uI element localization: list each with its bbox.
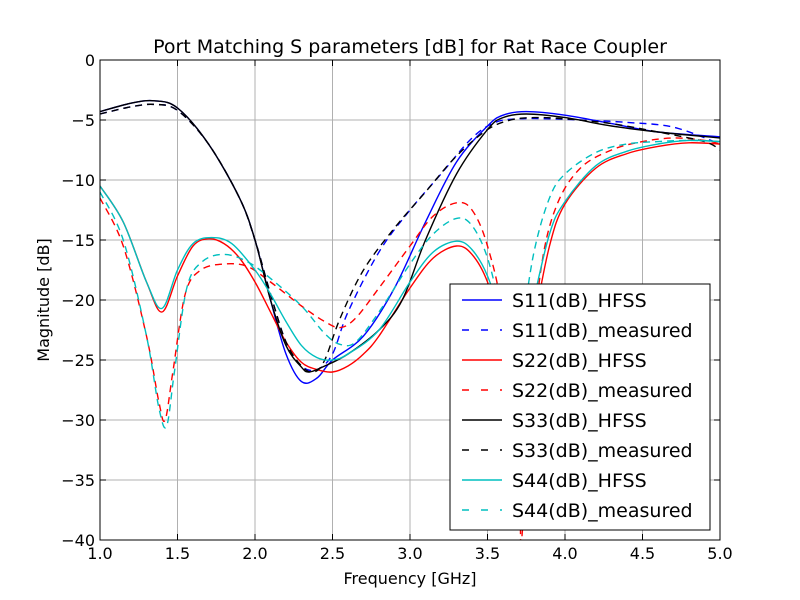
legend: S11(dB)_HFSS S11(dB)_measured S22(dB)_HFSS… bbox=[449, 283, 711, 531]
x-tick-label: 3.0 bbox=[397, 544, 422, 563]
y-axis-title: Magnitude [dB] bbox=[34, 238, 53, 361]
y-tick-label: −35 bbox=[61, 471, 95, 490]
chart-title: Port Matching S parameters [dB] for Rat … bbox=[153, 36, 667, 58]
legend-label: S11(dB)_HFSS bbox=[512, 290, 647, 312]
y-tick-label: −15 bbox=[61, 231, 95, 250]
x-tick-label: 2.5 bbox=[320, 544, 345, 563]
legend-label: S44(dB)_HFSS bbox=[512, 470, 647, 492]
series-line-s33-db-measured bbox=[100, 103, 720, 373]
y-tick-label: −20 bbox=[61, 291, 95, 310]
legend-box bbox=[449, 283, 711, 531]
legend-label: S33(dB)_HFSS bbox=[512, 410, 647, 432]
y-tick-label: −5 bbox=[71, 111, 95, 130]
legend-label: S11(dB)_measured bbox=[512, 320, 693, 342]
x-tick-label: 1.5 bbox=[165, 544, 190, 563]
legend-label: S22(dB)_HFSS bbox=[512, 350, 647, 372]
series-line-s22-db-measured bbox=[100, 137, 720, 540]
legend-label: S22(dB)_measured bbox=[512, 380, 693, 402]
y-tick-label: −10 bbox=[61, 171, 95, 190]
series-line-s44-db-measured bbox=[100, 139, 720, 429]
y-tick-label: −25 bbox=[61, 351, 95, 370]
series-line-s22-db-hfss bbox=[100, 142, 720, 421]
legend-label: S33(dB)_measured bbox=[512, 440, 693, 462]
x-tick-label: 1.0 bbox=[87, 544, 112, 563]
x-tick-label: 4.0 bbox=[552, 544, 577, 563]
x-tick-label: 3.5 bbox=[475, 544, 500, 563]
x-tick-label: 2.0 bbox=[242, 544, 267, 563]
legend-label: S44(dB)_measured bbox=[512, 500, 693, 522]
x-axis-title: Frequency [GHz] bbox=[343, 569, 476, 588]
x-tick-label: 5.0 bbox=[707, 544, 732, 563]
y-tick-label: 0 bbox=[85, 51, 95, 70]
y-tick-label: −40 bbox=[61, 531, 95, 550]
x-tick-label: 4.5 bbox=[630, 544, 655, 563]
series-line-s44-db-hfss bbox=[100, 139, 720, 379]
series-lines bbox=[100, 99, 720, 540]
y-tick-label: −30 bbox=[61, 411, 95, 430]
axis-ticks: 1.0 1.5 2.0 2.5 3.0 3.5 4.0 4.5 5.0 0 −5 −10 −15 −20 −… bbox=[61, 51, 732, 563]
